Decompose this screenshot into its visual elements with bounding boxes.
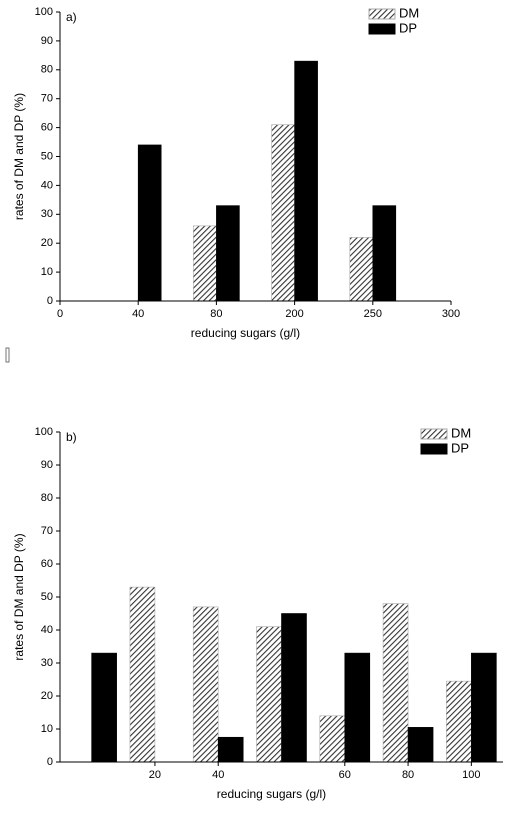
x-axis-label: reducing sugars (g/l) [217, 787, 326, 801]
legend-swatch [420, 443, 448, 455]
y-axis-label: rates of DM and DP (%) [12, 93, 26, 220]
x-tick-label: 300 [442, 308, 460, 320]
y-tick-label: 100 [35, 426, 53, 438]
y-tick-label: 80 [41, 492, 53, 504]
y-tick-label: 90 [41, 459, 53, 471]
x-axis-label: reducing sugars (g/l) [191, 326, 300, 340]
x-tick-label: 0 [57, 308, 63, 320]
y-tick-label: 50 [41, 150, 53, 162]
x-tick-label: 60 [339, 769, 351, 781]
y-tick-label: 0 [47, 756, 53, 768]
bar [91, 652, 117, 763]
legend-label: DM [399, 5, 419, 20]
legend-label: DM [451, 425, 471, 440]
bar [217, 736, 244, 763]
stray-mark [5, 347, 10, 363]
x-tick-label: 20 [149, 769, 161, 781]
bar [271, 124, 295, 302]
bar [281, 613, 307, 763]
x-tick-label: 250 [364, 308, 382, 320]
y-tick-label: 10 [41, 723, 53, 735]
bar [193, 225, 217, 302]
y-tick-label: 60 [41, 122, 53, 134]
x-tick-label: 40 [212, 769, 224, 781]
bar [137, 144, 162, 302]
bar [349, 237, 374, 302]
bar [407, 727, 434, 763]
y-tick-label: 40 [41, 624, 53, 636]
bar [344, 652, 371, 763]
y-tick-label: 10 [41, 266, 53, 278]
y-tick-label: 30 [41, 657, 53, 669]
legend-swatch [420, 428, 448, 440]
bar [256, 626, 282, 763]
y-tick-label: 70 [41, 525, 53, 537]
y-axis-label: rates of DM and DP (%) [12, 533, 26, 660]
y-tick-label: 40 [41, 179, 53, 191]
annotation: a) [66, 10, 77, 24]
bar [471, 652, 497, 763]
y-tick-label: 80 [41, 64, 53, 76]
y-tick-label: 20 [41, 690, 53, 702]
y-tick-label: 100 [35, 6, 53, 18]
bar [129, 586, 156, 763]
bar [372, 205, 397, 302]
legend-label: DP [451, 440, 469, 455]
x-tick-label: 80 [210, 308, 222, 320]
legend-swatch [368, 8, 396, 20]
bar [216, 205, 240, 302]
x-tick-label: 100 [462, 769, 480, 781]
annotation: b) [66, 430, 77, 444]
bar [446, 680, 472, 763]
x-tick-label: 80 [402, 769, 414, 781]
x-tick-label: 40 [132, 308, 144, 320]
legend-swatch [368, 23, 396, 35]
x-tick-label: 200 [285, 308, 303, 320]
bar [192, 606, 219, 763]
bar [319, 715, 346, 763]
bar [382, 603, 409, 763]
y-tick-label: 90 [41, 35, 53, 47]
y-tick-label: 50 [41, 591, 53, 603]
y-tick-label: 70 [41, 93, 53, 105]
bar [294, 60, 318, 302]
y-tick-label: 60 [41, 558, 53, 570]
y-tick-label: 0 [47, 295, 53, 307]
legend-label: DP [399, 20, 417, 35]
y-tick-label: 20 [41, 237, 53, 249]
y-tick-label: 30 [41, 208, 53, 220]
